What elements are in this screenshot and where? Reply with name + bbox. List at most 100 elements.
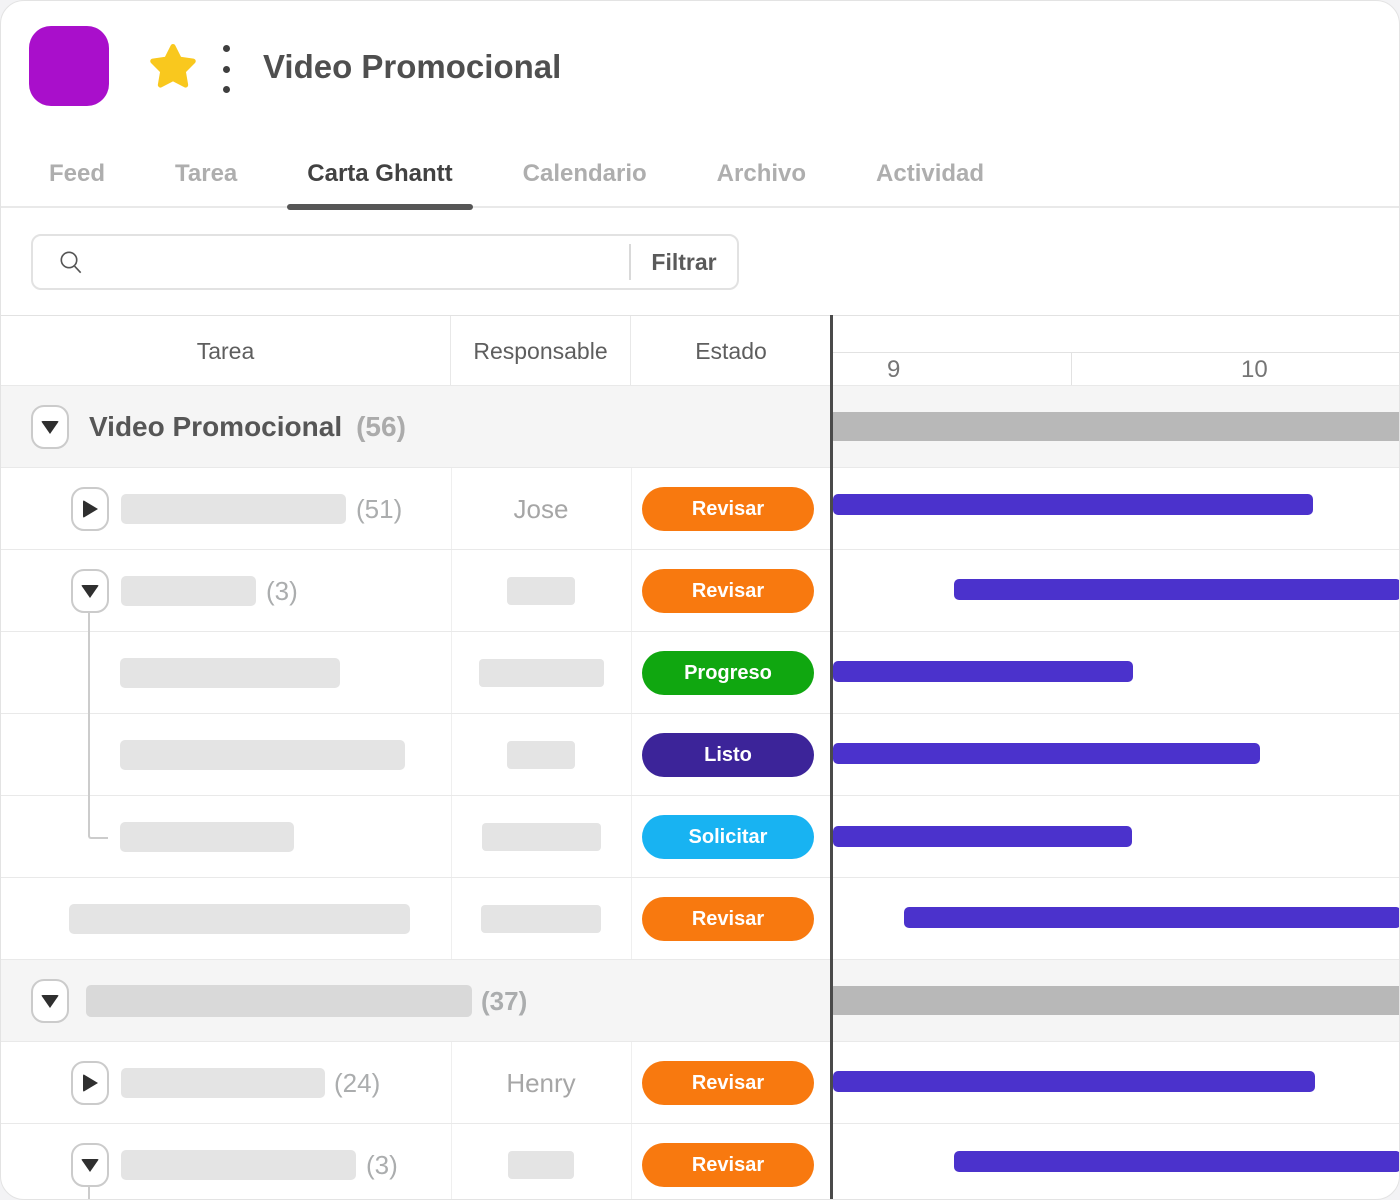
responsable-cell xyxy=(451,878,631,960)
collapse-button-group-1[interactable] xyxy=(31,405,69,449)
tab-carta-ghantt[interactable]: Carta Ghantt xyxy=(287,159,473,210)
month-label-10: 10 xyxy=(1241,356,1268,383)
task-bar-row-7[interactable] xyxy=(833,1071,1315,1092)
group-task-count: (56) xyxy=(356,411,406,442)
responsable-placeholder xyxy=(507,741,575,769)
task-bar-row-8[interactable] xyxy=(954,1151,1399,1172)
tab-calendario[interactable]: Calendario xyxy=(522,159,647,187)
column-divider xyxy=(451,878,452,959)
status-badge[interactable]: Revisar xyxy=(642,897,814,941)
tree-connector xyxy=(88,1186,90,1199)
search-icon xyxy=(60,251,82,274)
column-divider xyxy=(451,1124,452,1199)
task-count: (3) xyxy=(366,1150,398,1180)
summary-bar-group-1[interactable] xyxy=(832,412,1399,441)
tab-feed[interactable]: Feed xyxy=(49,159,106,187)
responsable-name: Jose xyxy=(513,493,569,524)
task-row: Solicitar xyxy=(1,795,1399,878)
task-placeholder xyxy=(121,576,256,606)
column-divider xyxy=(631,1042,632,1123)
group-title-text: Video Promocional xyxy=(89,411,343,442)
summary-bar-group-2[interactable] xyxy=(832,986,1399,1015)
task-row: Revisar xyxy=(1,877,1399,960)
page-title: Video Promocional xyxy=(263,48,562,85)
responsable-cell xyxy=(451,1124,631,1199)
star-icon[interactable] xyxy=(147,41,199,93)
responsable-cell xyxy=(451,796,631,878)
column-divider xyxy=(631,714,632,795)
triangle-down-icon xyxy=(41,420,59,434)
tab-tarea[interactable]: Tarea xyxy=(175,159,238,187)
task-row: (3) Revisar xyxy=(1,1123,1399,1199)
task-bar-row-4[interactable] xyxy=(833,743,1260,764)
task-row: Progreso xyxy=(1,631,1399,714)
task-row: (3) Revisar xyxy=(1,549,1399,632)
active-tab-underline xyxy=(287,203,473,210)
column-divider xyxy=(451,796,452,877)
task-count: (51) xyxy=(356,494,403,524)
group-title-placeholder xyxy=(86,985,472,1017)
responsable-placeholder xyxy=(481,823,601,851)
column-header-responsable: Responsable xyxy=(451,316,631,386)
status-badge[interactable]: Revisar xyxy=(642,1061,814,1105)
tab-carta-ghantt-label: Carta Ghantt xyxy=(307,159,453,187)
responsable-placeholder xyxy=(478,659,604,687)
responsable-cell xyxy=(451,550,631,632)
task-placeholder xyxy=(69,904,410,934)
group-task-count: (37) xyxy=(481,986,528,1016)
expand-button[interactable] xyxy=(71,1061,109,1105)
app-icon[interactable] xyxy=(29,26,109,106)
group-row-1: Video Promocional (56) xyxy=(1,385,1399,467)
responsable-cell xyxy=(451,632,631,714)
task-placeholder xyxy=(121,1150,356,1180)
task-bar-row-2[interactable] xyxy=(954,579,1399,600)
triangle-down-icon xyxy=(41,994,59,1008)
status-badge[interactable]: Listo xyxy=(642,733,814,777)
responsable-name: Henry xyxy=(506,1067,576,1098)
triangle-down-icon xyxy=(81,1158,99,1172)
responsable-cell: Henry xyxy=(451,1042,631,1124)
task-placeholder xyxy=(120,822,294,852)
expand-button[interactable] xyxy=(71,487,109,531)
task-bar-row-3[interactable] xyxy=(833,661,1133,682)
status-badge[interactable]: Revisar xyxy=(642,569,814,613)
task-placeholder xyxy=(120,658,340,688)
status-badge[interactable]: Progreso xyxy=(642,651,814,695)
column-divider xyxy=(451,714,452,795)
status-badge[interactable]: Revisar xyxy=(642,487,814,531)
task-placeholder xyxy=(121,494,346,524)
column-divider xyxy=(631,1124,632,1199)
column-header-estado: Estado xyxy=(695,338,767,364)
status-badge[interactable]: Revisar xyxy=(642,1143,814,1187)
collapse-button-group-2[interactable] xyxy=(31,979,69,1023)
filter-button[interactable]: Filtrar xyxy=(651,248,717,275)
task-row: (24) Henry Revisar xyxy=(1,1041,1399,1124)
search-divider xyxy=(629,244,631,280)
task-count: (24) xyxy=(334,1068,381,1098)
column-divider xyxy=(451,550,452,631)
month-separator xyxy=(1071,353,1072,386)
tab-bar: Feed Tarea Carta Ghantt Calendario Archi… xyxy=(1,141,1399,210)
column-header-tarea: Tarea xyxy=(1,316,451,386)
task-row: Listo xyxy=(1,713,1399,795)
task-bar-row-6[interactable] xyxy=(904,907,1399,928)
tab-actividad[interactable]: Actividad xyxy=(876,159,985,187)
column-divider xyxy=(631,550,632,631)
tab-archivo[interactable]: Archivo xyxy=(716,159,807,187)
tree-connector xyxy=(88,612,108,839)
task-placeholder xyxy=(120,740,405,770)
column-divider xyxy=(631,796,632,877)
column-divider xyxy=(631,632,632,713)
search-bar: Filtrar xyxy=(31,234,739,290)
task-bar-row-5[interactable] xyxy=(833,826,1132,847)
status-badge[interactable]: Solicitar xyxy=(642,815,814,859)
collapse-button[interactable] xyxy=(71,569,109,613)
month-label-9: 9 xyxy=(887,356,901,383)
column-divider xyxy=(451,1042,452,1123)
responsable-placeholder xyxy=(508,1151,574,1179)
more-options-icon[interactable] xyxy=(221,45,231,93)
collapse-button[interactable] xyxy=(71,1143,109,1187)
search-input[interactable] xyxy=(95,241,619,283)
task-bar-row-1[interactable] xyxy=(833,494,1313,515)
timeline-divider-line xyxy=(830,315,833,1199)
